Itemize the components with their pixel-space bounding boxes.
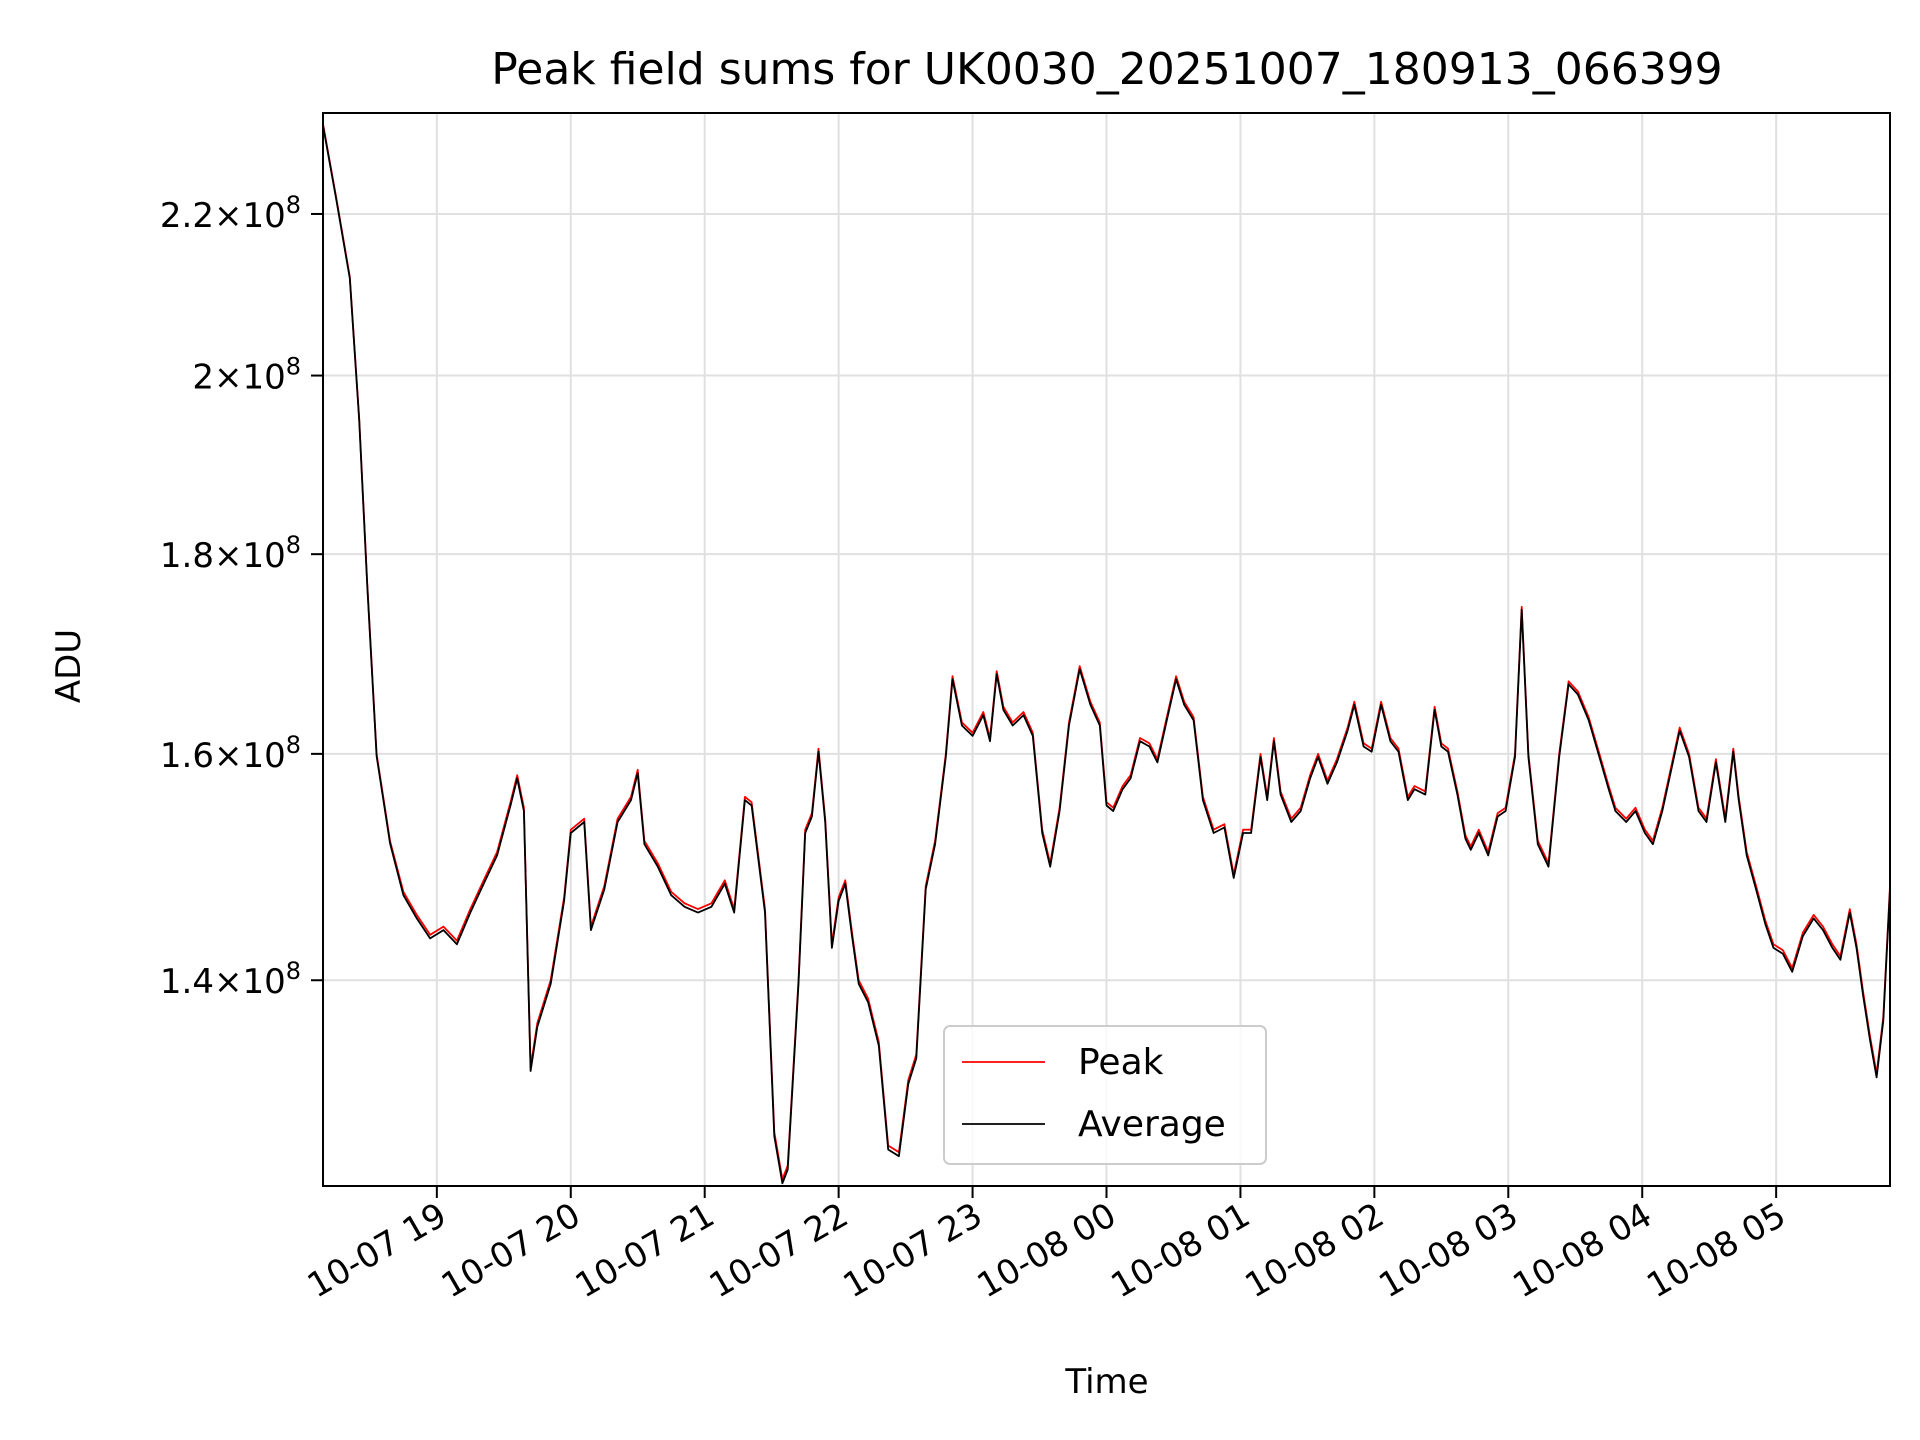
y-tick-exponent: 8 — [286, 531, 301, 559]
legend-label-average: Average — [1078, 1104, 1226, 1145]
y-tick-label: 2.2×108 — [160, 191, 301, 236]
x-tick-label: 10-07 21 — [569, 1195, 721, 1306]
legend: Peak Average — [943, 1025, 1267, 1165]
y-tick-mantissa: 1.4 — [160, 962, 214, 1002]
y-tick-mantissa: 1.8 — [160, 536, 214, 576]
series-line-peak — [323, 123, 1890, 1181]
x-tick-label: 10-07 22 — [703, 1195, 855, 1306]
y-tick-label: 1.8×108 — [160, 531, 301, 576]
x-tick-label: 10-08 00 — [971, 1195, 1123, 1306]
y-axis-label: ADU — [49, 629, 89, 703]
plot-series — [323, 123, 1890, 1185]
y-tick-exponent: 8 — [286, 957, 301, 985]
y-tick-exponent: 8 — [286, 731, 301, 759]
y-tick-exponent: 8 — [286, 191, 301, 219]
x-tick-label: 10-07 20 — [435, 1195, 587, 1306]
grid-lines — [323, 113, 1890, 1186]
x-tick-label: 10-08 03 — [1372, 1195, 1524, 1306]
series-line-average — [323, 125, 1890, 1185]
y-tick-label: 1.4×108 — [160, 957, 301, 1002]
x-tick-label: 10-08 05 — [1640, 1195, 1792, 1306]
legend-label-peak: Peak — [1078, 1042, 1164, 1083]
y-tick-mantissa: 2.2 — [160, 196, 214, 236]
x-tick-label: 10-08 01 — [1105, 1195, 1257, 1306]
y-tick-exponent: 8 — [286, 353, 301, 381]
x-tick-label: 10-07 23 — [837, 1195, 989, 1306]
legend-frame — [943, 1025, 1267, 1165]
y-tick-label: 2×108 — [192, 353, 301, 398]
y-tick-mantissa: 2 — [192, 358, 214, 398]
x-tick-label: 10-07 19 — [301, 1195, 453, 1306]
y-axis-ticks: 1.4×108 1.6×108 1.8×108 2×108 2.2×108 — [160, 191, 323, 1002]
x-tick-label: 10-08 02 — [1238, 1195, 1390, 1306]
x-tick-label: 10-08 04 — [1506, 1195, 1658, 1306]
y-tick-mantissa: 1.6 — [160, 736, 214, 776]
y-tick-label: 1.6×108 — [160, 731, 301, 776]
chart-title: Peak field sums for UK0030_20251007_1809… — [491, 44, 1722, 95]
x-axis-label: Time — [1064, 1362, 1148, 1402]
